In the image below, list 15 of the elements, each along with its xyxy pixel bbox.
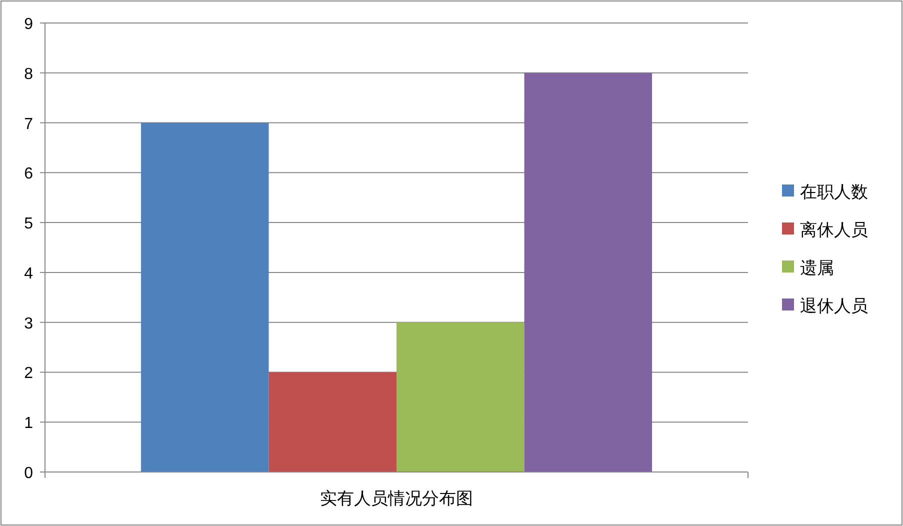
y-tick-label: 9 (24, 16, 34, 33)
legend-label: 退休人员 (800, 296, 868, 316)
y-tick-label: 4 (24, 265, 34, 282)
y-tick-label: 1 (24, 415, 34, 432)
y-tick-label: 2 (24, 365, 34, 382)
legend-label: 遗属 (800, 258, 834, 278)
legend-label: 在职人数 (800, 182, 868, 202)
y-tick-label: 8 (24, 66, 34, 83)
x-tick-label: 实有人员情况分布图 (320, 489, 473, 508)
y-tick-label: 0 (24, 465, 34, 482)
legend-label: 离休人员 (800, 220, 868, 240)
y-tick-label: 5 (24, 216, 34, 233)
y-tick-label: 3 (24, 315, 34, 332)
y-tick-label: 7 (24, 116, 34, 133)
y-tick-label: 6 (24, 166, 34, 183)
